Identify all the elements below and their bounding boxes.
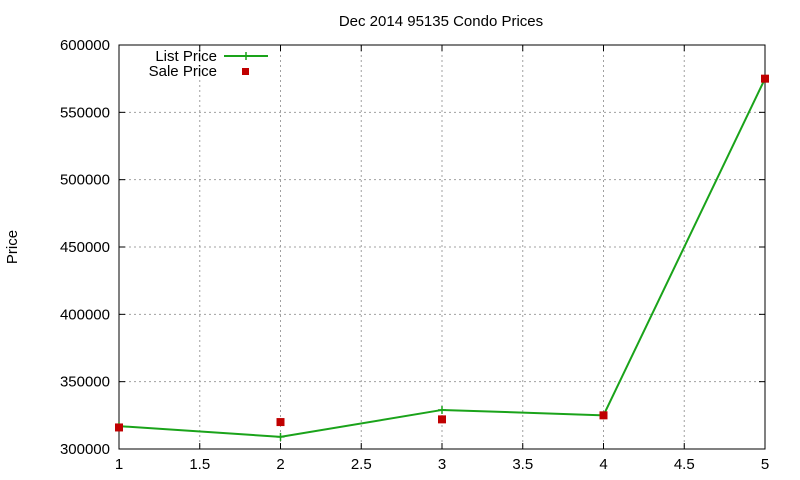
point-sale-price [599, 411, 608, 420]
grid-lines [119, 45, 765, 449]
y-tick-label: 500000 [60, 172, 110, 189]
y-axis-label: Price [4, 230, 21, 264]
y-tick-label: 550000 [60, 104, 110, 121]
legend: List Price Sale Price [149, 48, 268, 80]
legend-label-list-price: List Price [155, 48, 217, 65]
point-list-price [276, 432, 285, 441]
y-tick-label: 600000 [60, 37, 110, 54]
x-tick-label: 2.5 [351, 456, 372, 473]
series-line-list-price [118, 78, 766, 438]
legend-marker-list-price [242, 52, 250, 60]
x-tick-label: 3 [438, 456, 446, 473]
point-sale-price [276, 418, 285, 427]
y-tick-label: 400000 [60, 306, 110, 323]
point-sale-price [438, 415, 446, 424]
point-sale-price [761, 74, 769, 83]
x-tick-label: 4.5 [674, 456, 695, 473]
axis-ticks: 1 1.5 2 2.5 3 3.5 4 4.5 5 300000 350000 400000 45000… [60, 37, 769, 473]
x-tick-label: 1.5 [189, 456, 210, 473]
legend-label-sale-price: Sale Price [149, 63, 217, 80]
chart-title: Dec 2014 95135 Condo Prices [339, 13, 543, 30]
y-tick-label: 350000 [60, 374, 110, 391]
point-list-price [438, 405, 446, 414]
y-tick-label: 450000 [60, 239, 110, 256]
x-tick-label: 3.5 [512, 456, 533, 473]
y-tick-label: 300000 [60, 441, 110, 458]
x-tick-label: 4 [599, 456, 607, 473]
x-tick-label: 5 [761, 456, 769, 473]
legend-marker-sale-price [242, 68, 249, 75]
series-layer [115, 74, 769, 441]
point-sale-price [115, 423, 123, 432]
x-tick-label: 2 [276, 456, 284, 473]
x-tick-label: 1 [115, 456, 123, 473]
